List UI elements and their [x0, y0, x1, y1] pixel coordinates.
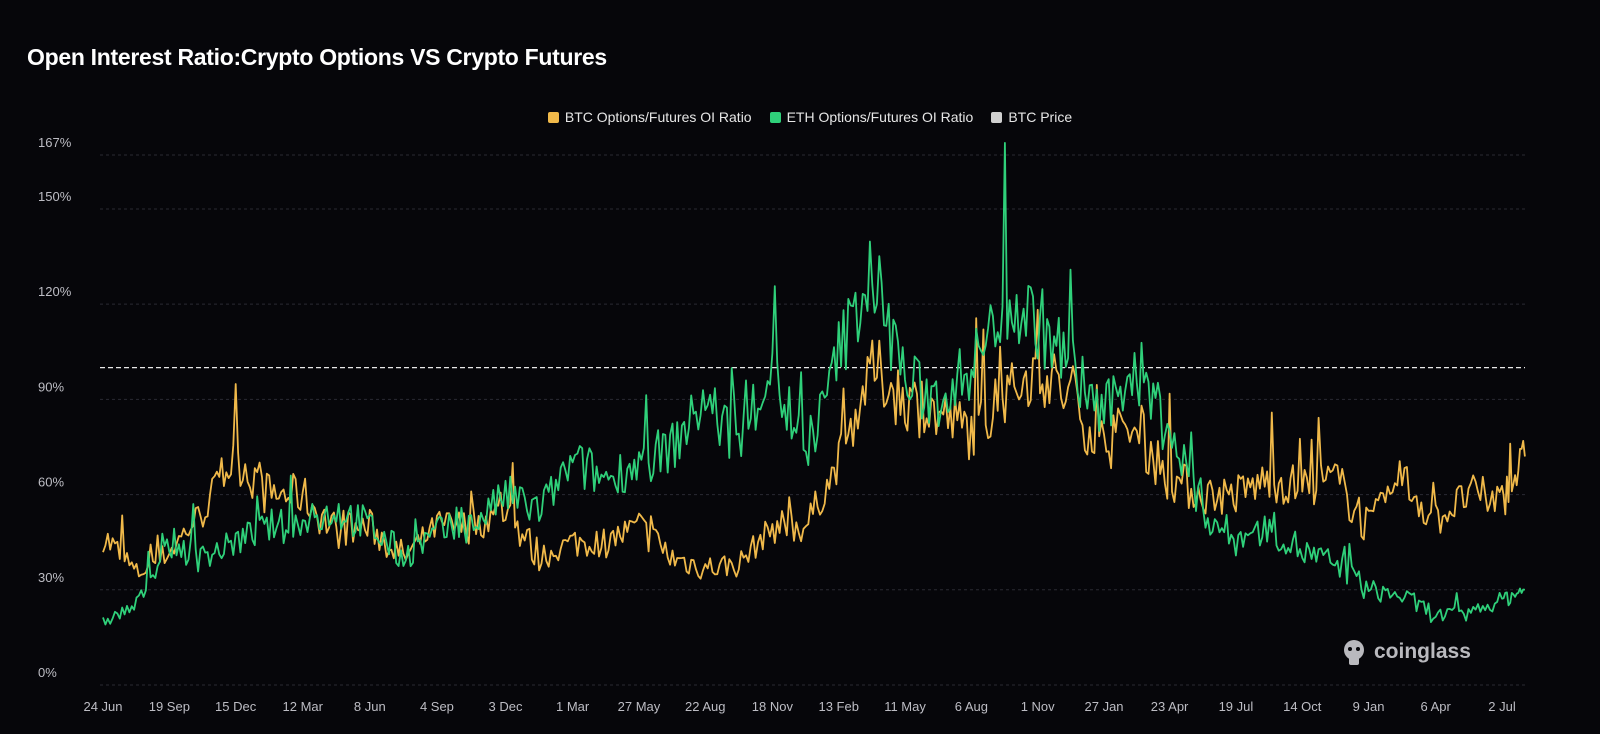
series-line-eth: [102, 141, 1526, 626]
legend-item-btc-price[interactable]: BTC Price: [991, 109, 1072, 125]
x-tick-label: 15 Dec: [215, 699, 257, 714]
coinglass-watermark: coinglass: [1340, 638, 1471, 666]
legend-item-eth-ratio[interactable]: ETH Options/Futures OI Ratio: [769, 109, 974, 125]
y-tick-label: 167%: [38, 135, 72, 150]
y-tick-label: 150%: [38, 189, 72, 204]
x-tick-label: 1 Mar: [556, 699, 590, 714]
legend-swatch-price: [991, 111, 1003, 123]
x-tick-label: 6 Aug: [955, 699, 988, 714]
x-tick-label: 19 Jul: [1219, 699, 1254, 714]
x-tick-label: 2 Jul: [1488, 699, 1516, 714]
legend: BTC Options/Futures OI Ratio ETH Options…: [0, 109, 1600, 125]
x-tick-label: 23 Apr: [1151, 699, 1189, 714]
x-tick-label: 13 Feb: [818, 699, 858, 714]
y-tick-label: 60%: [38, 475, 64, 490]
x-tick-label: 9 Jan: [1353, 699, 1385, 714]
y-tick-label: 90%: [38, 379, 64, 394]
legend-swatch-eth: [769, 111, 781, 123]
legend-item-btc-ratio[interactable]: BTC Options/Futures OI Ratio: [547, 109, 752, 125]
x-tick-label: 14 Oct: [1283, 699, 1322, 714]
legend-label: BTC Price: [1008, 109, 1073, 125]
y-tick-label: 0%: [38, 665, 57, 680]
x-tick-label: 4 Sep: [420, 699, 454, 714]
coinglass-logo-icon: [1344, 640, 1364, 665]
x-tick-label: 6 Apr: [1420, 699, 1451, 714]
legend-label: ETH Options/Futures OI Ratio: [786, 109, 974, 125]
x-tick-label: 24 Jun: [83, 699, 122, 714]
x-tick-label: 22 Aug: [685, 699, 726, 714]
x-tick-label: 8 Jun: [354, 699, 386, 714]
y-tick-label: 120%: [38, 284, 72, 299]
watermark-text: coinglass: [1374, 640, 1471, 663]
x-tick-label: 12 Mar: [283, 699, 324, 714]
y-tick-label: 30%: [38, 570, 64, 585]
series-line-btc: [102, 308, 1526, 580]
x-tick-label: 3 Dec: [489, 699, 523, 714]
x-tick-label: 18 Nov: [752, 699, 794, 714]
x-tick-label: 19 Sep: [149, 699, 190, 714]
chart-title: Open Interest Ratio:Crypto Options VS Cr…: [27, 44, 607, 70]
legend-label: BTC Options/Futures OI Ratio: [564, 109, 752, 125]
x-tick-label: 1 Nov: [1021, 699, 1055, 714]
x-tick-label: 11 May: [884, 699, 926, 714]
legend-swatch-btc: [547, 111, 559, 123]
x-tick-label: 27 Jan: [1085, 699, 1124, 714]
x-tick-label: 27 May: [618, 699, 661, 714]
